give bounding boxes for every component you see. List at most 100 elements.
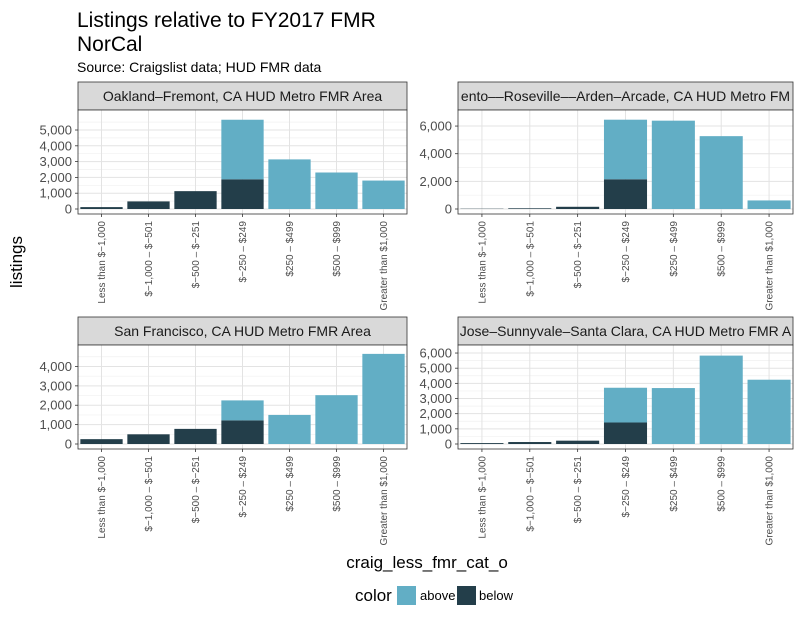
x-tick-label: Greater than $1,000 [765, 221, 776, 311]
panel-border [77, 109, 408, 215]
panel-oakland: Oakland–Fremont, CA HUD Metro FMR Area 01… [39, 81, 408, 311]
x-tick-label: $−1,000 – $−501 [144, 221, 155, 297]
y-tick-label: 6,000 [419, 119, 452, 134]
bar-below [221, 179, 264, 209]
x-tick-label: $−500 – $−251 [573, 221, 584, 289]
bar-above [651, 120, 695, 209]
facet-strip [77, 316, 408, 346]
legend-swatch-below [457, 586, 476, 605]
legend-label-below: below [479, 588, 514, 603]
bar-above [315, 395, 358, 444]
facet-panels: Oakland–Fremont, CA HUD Metro FMR Area01… [39, 81, 794, 546]
x-axis-title: craig_less_fmr_cat_o [346, 553, 508, 572]
legend-label-above: above [420, 588, 455, 603]
bar-above [268, 159, 311, 209]
bar-below [556, 206, 600, 209]
y-axis-title: listings [7, 236, 26, 288]
y-tick-label: 3,000 [39, 154, 72, 169]
y-tick-label: 1,000 [39, 186, 72, 201]
facet-strip-label: Oakland–Fremont, CA HUD Metro FMR Area [103, 88, 383, 104]
x-tick-label: Greater than $1,000 [379, 221, 390, 311]
bar-above [221, 400, 264, 421]
bar-above [268, 414, 311, 444]
x-tick-label: Less than $−1,000 [97, 221, 108, 304]
bar-below [127, 201, 170, 209]
y-tick-label: 5,000 [39, 123, 72, 138]
bar-below [174, 428, 217, 444]
x-tick-label: Less than $−1,000 [97, 456, 108, 539]
y-tick-label: 1,000 [419, 421, 452, 436]
y-tick-label: 0 [445, 437, 452, 452]
y-tick-label: 3,000 [419, 391, 452, 406]
y-tick-label: 3,000 [39, 378, 72, 393]
bar-above [747, 379, 791, 444]
y-tick-label: 2,000 [419, 406, 452, 421]
x-tick-label: Less than $−1,000 [477, 221, 488, 304]
x-tick-label: $−500 – $−251 [191, 456, 202, 524]
bar-below [221, 420, 264, 444]
panel-border [457, 344, 794, 450]
bar-below [603, 179, 648, 209]
x-tick-label: $−1,000 – $−501 [525, 456, 536, 532]
legend-swatch-above [397, 586, 416, 605]
x-tick-label: $−250 – $249 [621, 456, 632, 518]
bar-above [362, 353, 405, 444]
bar-below [603, 422, 648, 444]
chart-subtitle: Source: Craigslist data; HUD FMR data [77, 59, 322, 75]
x-tick-label: $−250 – $249 [238, 456, 249, 518]
bar-above [603, 387, 648, 423]
panel-sanfrancisco: San Francisco, CA HUD Metro FMR Area 0 1,0… [39, 316, 408, 546]
panel-sanjose: Jose–Sunnyvale–Santa Clara, CA HUD Metro… [419, 316, 794, 546]
y-tick-label: 2,000 [39, 398, 72, 413]
x-tick-label: $500 – $999 [717, 456, 728, 512]
panel-border [77, 344, 408, 450]
bar-below [556, 440, 600, 444]
legend: color above below [355, 586, 514, 605]
facet-strip-label: Jose–Sunnyvale–Santa Clara, CA HUD Metro… [460, 323, 792, 339]
panel-border [457, 109, 794, 215]
bar-below [508, 208, 552, 209]
x-tick-label: $250 – $499 [285, 221, 296, 277]
bar-below [80, 439, 123, 444]
panel-sacramento: ento––Roseville––Arden–Arcade, CA HUD Me… [419, 81, 794, 311]
x-tick-label: $500 – $999 [717, 221, 728, 277]
x-tick-label: $250 – $499 [285, 456, 296, 512]
chart-title-line2: NorCal [77, 33, 142, 56]
bar-above [315, 172, 358, 209]
y-tick-label: 4,000 [419, 146, 452, 161]
chart-title: Listings relative to FY2017 FMR [77, 9, 376, 32]
y-tick-label: 0 [65, 437, 72, 452]
facet-strip [77, 81, 408, 111]
x-tick-label: $−1,000 – $−501 [525, 221, 536, 297]
y-tick-label: 1,000 [39, 417, 72, 432]
y-tick-label: 4,000 [39, 138, 72, 153]
bar-above [362, 180, 405, 209]
x-tick-label: $−250 – $249 [621, 221, 632, 283]
bar-above [221, 119, 264, 180]
legend-title: color [355, 586, 392, 605]
bar-above [651, 388, 695, 444]
x-tick-label: $250 – $499 [669, 456, 680, 512]
x-tick-label: $−500 – $−251 [191, 221, 202, 289]
y-tick-label: 0 [65, 202, 72, 217]
x-tick-label: $250 – $499 [669, 221, 680, 277]
y-tick-label: 6,000 [419, 346, 452, 361]
y-tick-label: 2,000 [419, 174, 452, 189]
x-tick-label: Greater than $1,000 [379, 456, 390, 546]
y-tick-label: 4,000 [419, 376, 452, 391]
facet-strip-label: San Francisco, CA HUD Metro FMR Area [114, 323, 371, 339]
bar-above [699, 355, 743, 444]
bar-below [80, 207, 123, 209]
facet-strip [457, 316, 794, 346]
x-tick-label: $500 – $999 [332, 221, 343, 277]
bar-below [460, 443, 504, 444]
x-tick-label: Greater than $1,000 [765, 456, 776, 546]
bar-above [603, 119, 648, 180]
y-tick-label: 0 [445, 202, 452, 217]
bar-below [174, 191, 217, 209]
bar-above [699, 136, 743, 209]
facet-strip-label: ento––Roseville––Arden–Arcade, CA HUD Me… [461, 88, 790, 104]
x-tick-label: $−1,000 – $−501 [144, 456, 155, 532]
y-tick-label: 4,000 [39, 359, 72, 374]
